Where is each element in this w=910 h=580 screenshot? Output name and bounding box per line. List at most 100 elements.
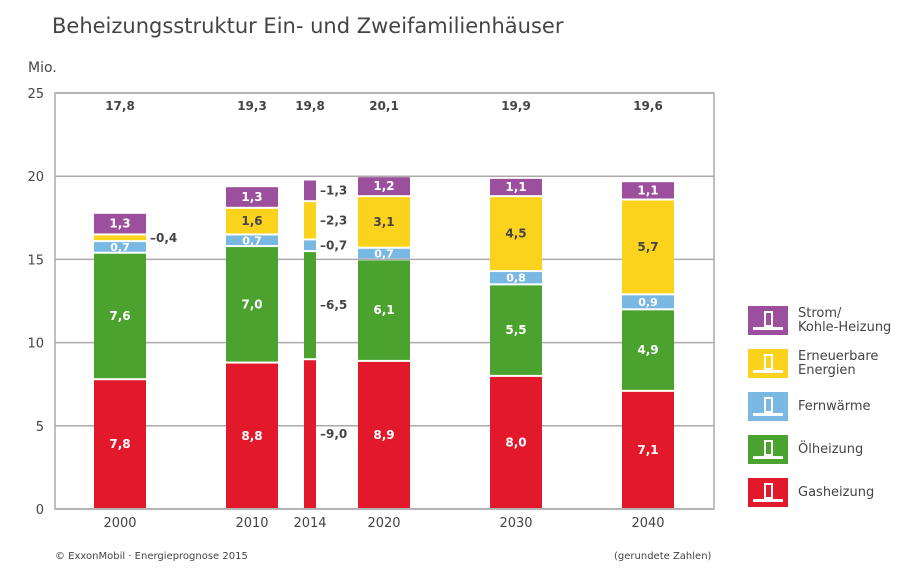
total-label: 20,1 [369,99,399,113]
bar-segment [358,361,410,508]
bar-segment [358,248,410,259]
bar-segment [358,260,410,360]
legend-item: Strom/Kohle-Heizung [748,306,910,335]
data-label: 1,1 [637,183,658,197]
bar-segment [94,242,146,252]
data-label: 0,7 [110,241,130,254]
data-label: 1,2 [373,179,394,193]
bar-segment [304,252,316,359]
bar-segment [94,380,146,508]
x-tick-label: 2014 [293,516,326,531]
data-label: 7,6 [109,309,130,323]
bar-segment [358,177,410,196]
bar-segment [94,213,146,234]
data-label: –1,3 [320,183,347,197]
data-label: 7,8 [109,437,130,451]
bar-segment [622,391,674,508]
data-label: 0,7 [242,234,262,247]
wind-turbine-icon [748,349,788,378]
data-label: 4,5 [505,227,526,241]
bar-segment [304,180,316,201]
data-label: 5,7 [637,240,658,254]
legend-item: Erneuerbare Energien [748,349,910,378]
y-tick-label: 0 [36,503,44,518]
legend-item: Fernwärme [748,392,910,421]
bar-segment [94,235,146,241]
y-tick-label: 25 [27,87,44,102]
plot-frame [54,92,715,510]
x-tick-label: 2040 [631,516,664,531]
y-tick-label: 5 [36,420,44,435]
y-axis-label: Mio. [28,60,57,76]
legend-label: Fernwärme [798,398,871,414]
bar-segment [490,197,542,271]
bar-segment [94,253,146,379]
total-label: 19,3 [237,99,267,113]
bar-segment [226,187,278,207]
data-label: 3,1 [373,215,394,229]
legend-item: Gasheizung [748,478,910,507]
bar-segment [490,376,542,508]
chart-title: Beheizungsstruktur Ein- und Zweifamilien… [52,14,564,38]
data-label: 1,3 [109,217,130,231]
x-tick-label: 2020 [367,516,400,531]
source-note: © ExxonMobil · Energieprognose 2015 [55,551,248,562]
data-label: 1,1 [505,180,526,194]
bar-segment [304,240,316,251]
bar-segment [304,360,316,508]
data-label: 6,1 [373,303,394,317]
house-icon [748,392,788,421]
data-label: 8,9 [373,428,394,442]
bar-segment [490,285,542,375]
data-label: 1,3 [241,190,262,204]
data-label: 4,9 [637,343,658,357]
data-label: –6,5 [320,298,347,312]
legend-item: Ölheizung [748,435,910,464]
bar-segment [622,182,674,199]
data-label: –9,0 [320,427,347,441]
data-label: 0,8 [506,272,526,285]
bar-segment [622,295,674,309]
data-label: 7,1 [637,443,658,457]
total-label: 19,9 [501,99,531,113]
data-label: 0,7 [374,248,394,261]
rounding-note: (gerundete Zahlen) [614,551,712,562]
legend: Strom/Kohle-Heizung Erneuerbare Energien Fe… [748,306,910,521]
bar-segment [226,235,278,246]
y-tick-label: 15 [27,253,44,268]
x-tick-label: 2010 [235,516,268,531]
bar-segment [226,363,278,508]
bar-segment [226,208,278,234]
bar-segment [226,247,278,362]
y-tick-label: 10 [27,337,44,352]
gas-boiler-icon [748,478,788,507]
legend-label: Gasheizung [798,484,875,500]
data-label: 0,9 [638,296,658,309]
data-label: 1,6 [241,214,262,228]
bar-segment [304,202,316,239]
data-label: 8,8 [241,429,262,443]
x-tick-label: 2030 [499,516,532,531]
bar-segment [622,310,674,390]
bar-segment [490,272,542,284]
bar-segment [358,197,410,247]
oil-tank-icon [748,435,788,464]
data-label: –0,4 [150,231,177,245]
legend-label: Ölheizung [798,441,864,457]
data-label: 7,0 [241,297,262,311]
total-label: 17,8 [105,99,135,113]
power-tower-icon [748,306,788,335]
total-label: 19,8 [295,99,325,113]
bar-segment [622,200,674,294]
data-label: –0,7 [320,238,347,252]
bar-segment [490,178,542,196]
data-label: 8,0 [505,435,526,449]
legend-label: Erneuerbare Energien [798,348,879,378]
y-tick-label: 20 [27,170,44,185]
x-tick-label: 2000 [103,516,136,531]
data-label: 5,5 [505,323,526,337]
total-label: 19,6 [633,99,663,113]
legend-label: Strom/Kohle-Heizung [798,305,892,335]
